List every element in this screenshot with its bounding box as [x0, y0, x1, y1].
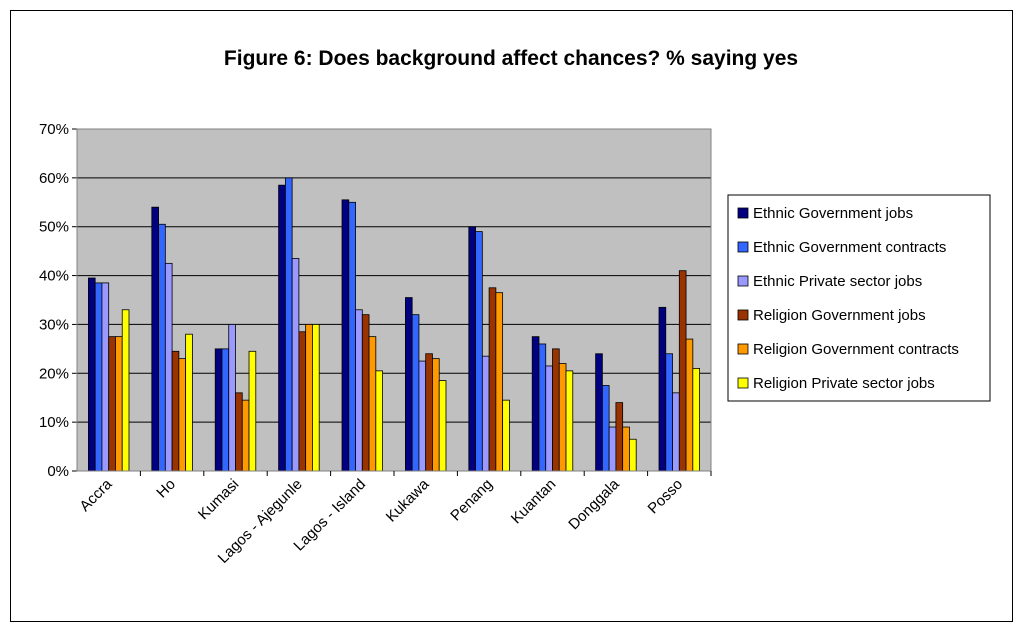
x-tick-label: Donggala: [565, 475, 623, 533]
bar: [411, 314, 420, 472]
bar: [531, 336, 540, 472]
y-tick-label: 20%: [39, 365, 69, 382]
legend-swatch: [737, 241, 749, 253]
bar: [672, 392, 680, 472]
bar: [545, 365, 553, 472]
y-tick-label: 10%: [39, 414, 69, 431]
bar: [291, 258, 300, 472]
y-tick-label: 0%: [47, 463, 69, 480]
bar: [629, 438, 637, 472]
bar: [278, 184, 286, 472]
y-axis: 0% 10% 20% 30% 40% 50% 60% 70%: [39, 121, 69, 480]
chart-title: Figure 6: Does background affect chances…: [224, 47, 798, 70]
legend-swatch: [737, 207, 749, 219]
legend-swatch: [737, 309, 749, 321]
bar: [685, 338, 694, 472]
bar: [595, 353, 603, 472]
bar: [214, 348, 223, 472]
bar: [481, 355, 490, 472]
chart-frame: Figure 6: Does background affect chances…: [10, 10, 1013, 622]
bar: [361, 314, 370, 472]
bar: [438, 380, 447, 472]
bar: [375, 370, 383, 472]
bar: [348, 201, 356, 472]
bar: [312, 324, 320, 472]
bar: [425, 353, 433, 472]
legend-label: Ethnic Government jobs: [753, 205, 913, 222]
bar: [164, 262, 173, 472]
bar: [151, 206, 159, 472]
bar: [248, 350, 257, 472]
legend: Ethnic Government jobs Ethnic Government …: [727, 194, 991, 402]
legend-label: Religion Private sector jobs: [753, 375, 935, 392]
x-tick-label: Ho: [153, 476, 179, 502]
bar: [298, 331, 307, 472]
bar: [538, 343, 547, 472]
x-tick-label: Posso: [645, 476, 687, 518]
bar: [121, 309, 130, 472]
bar: [658, 306, 667, 472]
legend-swatch: [737, 377, 749, 389]
bar: [368, 336, 377, 472]
bar: [108, 336, 116, 472]
legend-label: Ethnic Private sector jobs: [753, 273, 922, 290]
bar: [341, 199, 350, 472]
legend-label: Ethnic Government contracts: [753, 239, 946, 256]
y-tick-label: 70%: [39, 121, 69, 138]
bar: [565, 370, 574, 472]
legend-box: [727, 194, 991, 402]
bar: [601, 385, 610, 472]
y-tick-label: 30%: [39, 316, 69, 333]
legend-swatch: [737, 343, 749, 355]
bar: [665, 353, 673, 472]
bar: [228, 324, 236, 472]
bar: [692, 367, 700, 472]
bar: [468, 226, 476, 472]
bar: [608, 426, 617, 472]
y-tick-label: 40%: [39, 268, 69, 285]
y-tick-label: 60%: [39, 170, 69, 187]
bar: [502, 399, 510, 472]
bar: [488, 287, 497, 472]
y-tick-label: 50%: [39, 219, 69, 236]
bar: [284, 177, 293, 472]
bar: [101, 282, 110, 472]
bar: [622, 426, 630, 472]
x-tick-label: Kukawa: [383, 475, 433, 525]
legend-swatch: [737, 275, 749, 287]
bar: [552, 348, 560, 472]
bar: [305, 324, 313, 472]
legend-label: Religion Government contracts: [753, 341, 959, 358]
legend-label: Religion Government jobs: [753, 307, 926, 324]
bar: [94, 282, 103, 472]
bar: [678, 270, 687, 472]
bar: [115, 336, 123, 472]
bar: [241, 399, 250, 472]
bar: [178, 358, 187, 472]
bar: [221, 348, 230, 472]
chart: Figure 6: Does background affect chances…: [39, 47, 991, 567]
bar: [475, 231, 483, 472]
x-tick-label: Kuantan: [508, 476, 560, 528]
bar: [355, 309, 363, 472]
bar: [615, 402, 624, 472]
bar: [158, 223, 166, 472]
axes: [72, 128, 712, 476]
bar: [235, 392, 243, 472]
bar: [558, 363, 567, 472]
bar: [88, 277, 96, 472]
bar: [171, 350, 180, 472]
bar: [405, 297, 413, 472]
bar: [185, 333, 193, 472]
x-tick-label: Penang: [447, 476, 496, 525]
bar: [418, 360, 427, 472]
bar: [432, 358, 440, 472]
x-tick-label: Accra: [76, 475, 116, 515]
bar: [495, 292, 504, 472]
bars: [88, 177, 700, 472]
x-tick-label: Kumasi: [195, 476, 242, 523]
